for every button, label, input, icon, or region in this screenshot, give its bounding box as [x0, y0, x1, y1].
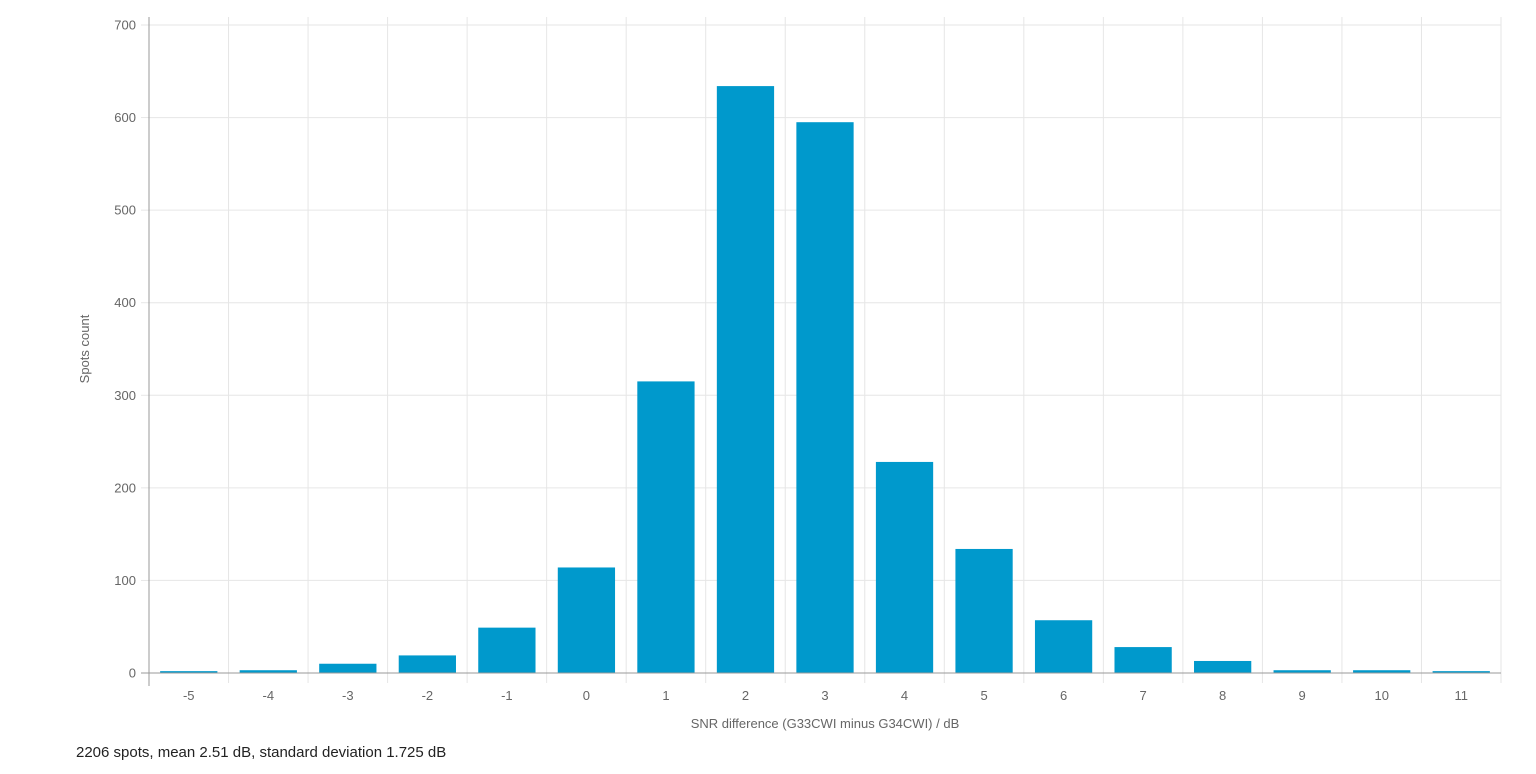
bar-2 — [716, 86, 775, 673]
y-axis-title: Spots count — [77, 314, 92, 383]
y-tick-label: 300 — [114, 388, 136, 403]
x-tick-label: 7 — [1140, 688, 1147, 703]
y-tick-label: 100 — [114, 573, 136, 588]
x-tick-label: 0 — [583, 688, 590, 703]
bar--1 — [478, 627, 536, 673]
y-tick-label: 700 — [114, 18, 136, 33]
bar--3 — [319, 663, 377, 673]
bar-3 — [796, 122, 854, 673]
grid-lines — [149, 17, 1502, 674]
x-axis-title: SNR difference (G33CWI minus G34CWI) / d… — [691, 716, 960, 731]
bar-6 — [1034, 620, 1093, 673]
x-tick-label: 10 — [1374, 688, 1388, 703]
bar--2 — [398, 655, 456, 673]
y-tick-label: 200 — [114, 480, 136, 495]
bar-4 — [875, 461, 934, 673]
x-tick-label: -3 — [342, 688, 354, 703]
x-tick-label: 3 — [821, 688, 828, 703]
x-tick-label: 8 — [1219, 688, 1226, 703]
summary-text: 2206 spots, mean 2.51 dB, standard devia… — [76, 744, 447, 761]
bar--5 — [160, 671, 218, 673]
axes — [141, 17, 1502, 686]
chart-canvas: 0 100 200 300 400 500 600 700 -5 -4 -3 -2 -1 0 1 2 3 4 5 6… — [77, 17, 1502, 731]
y-tick-label: 400 — [114, 295, 136, 310]
x-tick-label: 6 — [1060, 688, 1067, 703]
x-tick-label: 11 — [1454, 688, 1468, 703]
x-tick-label: -1 — [501, 688, 513, 703]
bar-0 — [557, 567, 616, 673]
bar-11 — [1432, 671, 1490, 673]
bar-1 — [637, 381, 695, 673]
x-tick-label: 9 — [1299, 688, 1306, 703]
x-tick-label: 5 — [980, 688, 987, 703]
bar-9 — [1273, 670, 1331, 673]
y-tick-labels: 0 100 200 300 400 500 600 700 — [114, 18, 136, 681]
y-tick-label: 600 — [114, 110, 136, 125]
x-tick-labels: -5 -4 -3 -2 -1 0 1 2 3 4 5 6 7 8 9 10 11 — [183, 688, 1468, 703]
histogram-chart: 0 100 200 300 400 500 600 700 -5 -4 -3 -2 -1 0 1 2 3 4 5 6… — [77, 17, 1502, 731]
x-tick-label: -5 — [183, 688, 195, 703]
bar--4 — [239, 670, 297, 673]
x-tick-label: -2 — [422, 688, 434, 703]
x-tick-label: -4 — [263, 688, 275, 703]
x-tick-label: 4 — [901, 688, 908, 703]
bars — [160, 86, 1490, 673]
bar-8 — [1194, 660, 1252, 673]
y-tick-label: 500 — [114, 203, 136, 218]
y-tick-label: 0 — [129, 666, 136, 681]
x-tick-label: 2 — [742, 688, 749, 703]
bar-7 — [1114, 647, 1172, 673]
x-tick-label: 1 — [662, 688, 669, 703]
bar-10 — [1353, 670, 1411, 673]
bar-5 — [955, 548, 1013, 673]
